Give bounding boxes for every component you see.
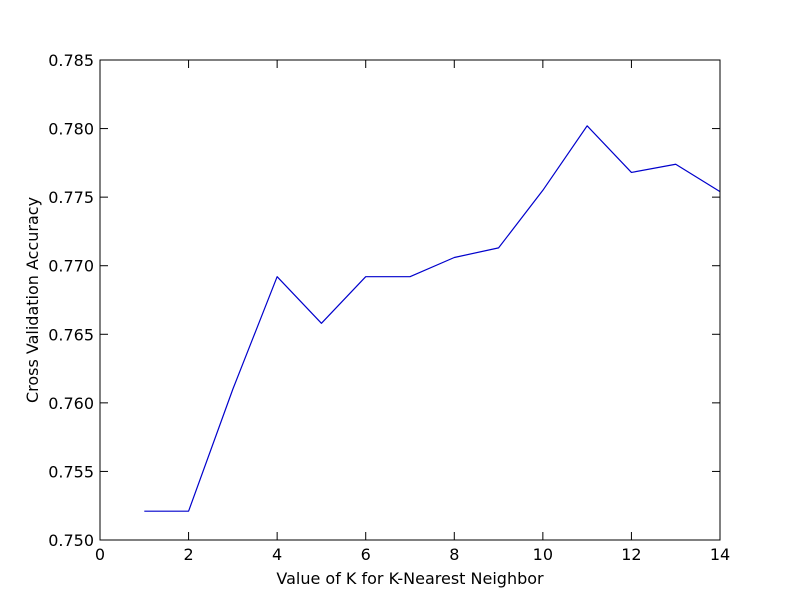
y-tick-label: 0.780 bbox=[48, 120, 94, 139]
x-axis-label: Value of K for K-Nearest Neighbor bbox=[276, 569, 544, 588]
y-tick-label: 0.765 bbox=[48, 325, 94, 344]
x-tick-label: 10 bbox=[533, 545, 553, 564]
y-tick-label: 0.775 bbox=[48, 188, 94, 207]
series-layer bbox=[144, 125, 721, 512]
x-tick-label: 8 bbox=[449, 545, 459, 564]
y-tick-label: 0.760 bbox=[48, 394, 94, 413]
x-tick-label: 4 bbox=[272, 545, 282, 564]
y-tick-label: 0.755 bbox=[48, 462, 94, 481]
x-tick-label: 14 bbox=[710, 545, 730, 564]
y-tick-label: 0.770 bbox=[48, 257, 94, 276]
y-tick-label: 0.750 bbox=[48, 531, 94, 550]
x-tick-label: 6 bbox=[361, 545, 371, 564]
x-axis-ticks: 0 2 4 6 8 10 12 14 bbox=[95, 60, 730, 564]
y-tick-label: 0.785 bbox=[48, 51, 94, 70]
x-tick-label: 0 bbox=[95, 545, 105, 564]
x-tick-label: 2 bbox=[183, 545, 193, 564]
x-tick-label: 12 bbox=[621, 545, 641, 564]
series-line-0 bbox=[144, 125, 721, 512]
plot-frame bbox=[99, 59, 721, 541]
y-axis-label: Cross Validation Accuracy bbox=[23, 197, 42, 403]
